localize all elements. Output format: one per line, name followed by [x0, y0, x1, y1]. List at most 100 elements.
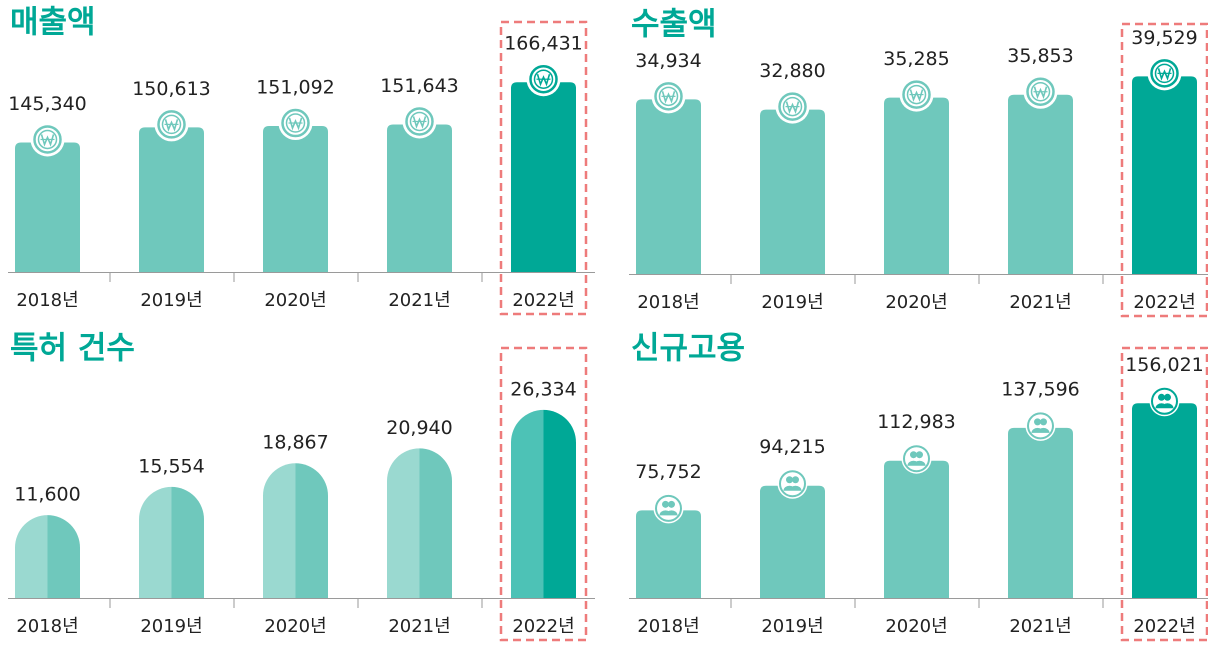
- coin-icon: [651, 79, 686, 114]
- value-label: 94,215: [759, 436, 825, 458]
- icon-circle: [654, 82, 683, 111]
- icon-circle: [903, 445, 930, 473]
- icon-glyph: [40, 134, 55, 147]
- bar: [636, 99, 701, 274]
- icon-head: [662, 500, 669, 508]
- coin-icon: [278, 106, 313, 141]
- x-tick-label: 2022년: [1133, 292, 1195, 313]
- bar: [1008, 94, 1073, 274]
- value-label: 26,334: [510, 378, 576, 400]
- value-label: 150,613: [132, 78, 211, 100]
- icon-head: [1040, 418, 1047, 426]
- bar: [1132, 76, 1197, 274]
- x-tick-label: 2022년: [1133, 616, 1195, 637]
- value-label: 11,600: [14, 484, 80, 506]
- icon-circle: [1026, 77, 1055, 106]
- icon-glyph: [1157, 68, 1172, 81]
- value-label: 145,340: [8, 93, 87, 115]
- value-label: 156,021: [1125, 354, 1204, 376]
- people-icon: [1149, 386, 1180, 417]
- icon-glyph: [412, 116, 427, 129]
- x-tick-label: 2018년: [637, 616, 699, 637]
- value-label: 75,752: [635, 461, 701, 483]
- value-label: 39,529: [1131, 27, 1197, 49]
- x-tick-label: 2020년: [885, 616, 947, 637]
- icon-glyph: [536, 73, 551, 87]
- highlight-box: [499, 20, 588, 316]
- icon-circle: [901, 443, 932, 474]
- x-tick-label: 2018년: [637, 292, 699, 313]
- icon-glyph: [661, 91, 676, 104]
- icon-circle: [653, 493, 684, 524]
- value-label: 151,092: [256, 77, 335, 99]
- bar: [387, 124, 452, 272]
- x-tick-label: 2019년: [761, 292, 823, 313]
- x-tick-label: 2021년: [1009, 616, 1071, 637]
- x-tick-label: 2020년: [885, 292, 947, 313]
- value-label: 15,554: [138, 455, 204, 477]
- x-tick-label: 2020년: [264, 290, 326, 311]
- bar: [1132, 403, 1197, 598]
- icon-circle: [655, 494, 682, 522]
- bar: [636, 510, 701, 598]
- people-icon: [777, 468, 808, 499]
- icon-body: [1031, 427, 1050, 433]
- bar: [263, 463, 328, 598]
- icon-circle: [1150, 59, 1179, 88]
- x-tick-label: 2018년: [16, 616, 78, 637]
- value-label: 137,596: [1001, 378, 1080, 400]
- bar: [760, 485, 825, 598]
- icon-head: [910, 451, 917, 459]
- icon-circle: [1025, 410, 1056, 441]
- bar-right: [171, 486, 204, 598]
- icon-glyph: [909, 89, 924, 102]
- bar: [511, 409, 576, 598]
- icon-circle: [1151, 387, 1178, 415]
- x-tick-label: 2019년: [140, 290, 202, 311]
- coin-icon: [30, 122, 65, 157]
- value-label: 166,431: [504, 33, 583, 55]
- icon-head: [1034, 418, 1041, 426]
- coin-icon: [1023, 74, 1058, 109]
- chart-title: 신규고용: [631, 331, 745, 367]
- icon-circle: [902, 80, 931, 109]
- value-label: 34,934: [635, 50, 701, 72]
- bar-left: [15, 515, 48, 598]
- bar: [387, 448, 452, 598]
- icon-head: [792, 476, 799, 484]
- icon-head: [1164, 393, 1171, 401]
- bar: [760, 109, 825, 274]
- icon-circle: [778, 92, 807, 121]
- x-tick-label: 2021년: [1009, 292, 1071, 313]
- icon-glyph: [288, 117, 303, 131]
- x-tick-label: 2019년: [761, 616, 823, 637]
- icon-head: [916, 451, 923, 459]
- icon-head: [786, 476, 793, 484]
- x-tick-label: 2022년: [512, 616, 574, 637]
- icon-body: [783, 485, 802, 491]
- highlight-box: [1120, 346, 1208, 642]
- bar: [884, 460, 949, 598]
- bar-right: [47, 515, 80, 598]
- icon-circle: [779, 470, 806, 498]
- bar: [1008, 427, 1073, 598]
- icon-circle: [157, 110, 186, 139]
- x-tick-label: 2021년: [388, 290, 450, 311]
- value-label: 32,880: [759, 60, 825, 82]
- icon-head: [1158, 393, 1165, 401]
- bar-left: [387, 448, 420, 598]
- value-label: 151,643: [380, 75, 459, 97]
- icon-body: [659, 510, 678, 516]
- coin-icon: [1147, 56, 1182, 91]
- highlight-box: [1120, 22, 1208, 318]
- icon-circle: [281, 108, 310, 138]
- people-icon: [1025, 410, 1056, 441]
- bar-left: [139, 486, 172, 598]
- x-tick-label: 2018년: [16, 290, 78, 311]
- value-label: 20,940: [386, 417, 452, 439]
- x-tick-label: 2020년: [264, 616, 326, 637]
- chart-title: 특허 건수: [10, 331, 135, 367]
- bar: [15, 142, 80, 272]
- bar-right: [295, 463, 328, 598]
